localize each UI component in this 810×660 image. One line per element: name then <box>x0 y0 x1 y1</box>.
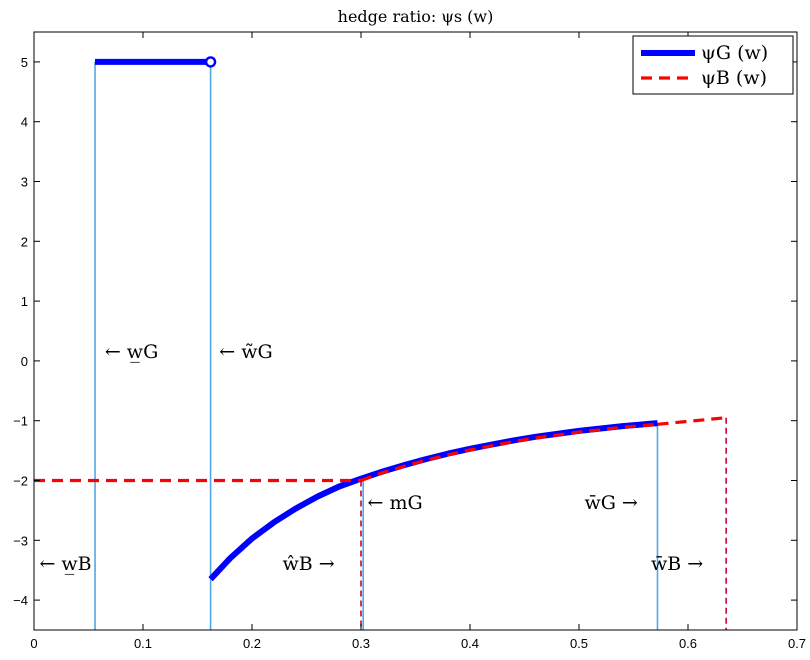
y-tick-label-0: −4 <box>13 593 28 608</box>
y-tick-label-7: 3 <box>21 175 28 190</box>
annotation-4: ← w̲B <box>39 553 91 575</box>
y-tick-label-4: 0 <box>21 354 28 369</box>
legend-box <box>632 35 794 95</box>
y-tick-label-6: 2 <box>21 234 28 249</box>
y-tick-label-8: 4 <box>21 115 28 130</box>
x-tick-label-6: 0.6 <box>679 636 697 651</box>
chart-title: hedge ratio: ψs (w) <box>338 7 494 26</box>
y-tick-label-9: 5 <box>21 55 28 70</box>
legend-label-psi-g: ψG (w) <box>701 42 768 64</box>
x-tick-label-7: 0.7 <box>788 636 806 651</box>
annotation-0: ← w̲G <box>105 341 158 363</box>
annotation-1: ← w̃G <box>219 341 272 363</box>
x-tick-label-4: 0.4 <box>461 636 479 651</box>
annotation-5: ŵB → <box>283 553 335 575</box>
x-tick-label-1: 0.1 <box>134 636 152 651</box>
x-tick-label-0: 0 <box>30 636 37 651</box>
annotation-layer: ← w̲G ← w̃G ← mG w̄G → ← w̲B ŵB → w̄B → <box>39 341 703 575</box>
x-tick-label-5: 0.5 <box>570 636 588 651</box>
plot-area <box>34 56 727 630</box>
plot-frame <box>33 31 798 631</box>
annotation-2: ← mG <box>368 492 423 514</box>
y-tick-label-3: −1 <box>13 414 28 429</box>
axes: 0 0.1 0.2 0.3 0.4 0.5 0.6 0.7 −4 −3 −2 −1 0 1 2 3 4 5 <box>13 31 806 651</box>
y-tick-label-1: −3 <box>13 533 28 548</box>
legend-label-psi-b: ψB (w) <box>701 67 767 89</box>
y-tick-label-2: −2 <box>13 474 28 489</box>
psi-b-line-segment-1 <box>360 422 658 483</box>
x-tick-label-2: 0.2 <box>243 636 261 651</box>
psi-b-line-segment-2 <box>657 416 727 426</box>
y-tick-label-5: 1 <box>21 294 28 309</box>
legend: ψG (w) ψB (w) <box>632 35 794 95</box>
annotation-3: w̄G → <box>584 492 637 514</box>
x-tick-label-3: 0.3 <box>352 636 370 651</box>
psi-g-open-endpoint <box>204 56 217 68</box>
annotation-6: w̄B → <box>651 553 703 575</box>
